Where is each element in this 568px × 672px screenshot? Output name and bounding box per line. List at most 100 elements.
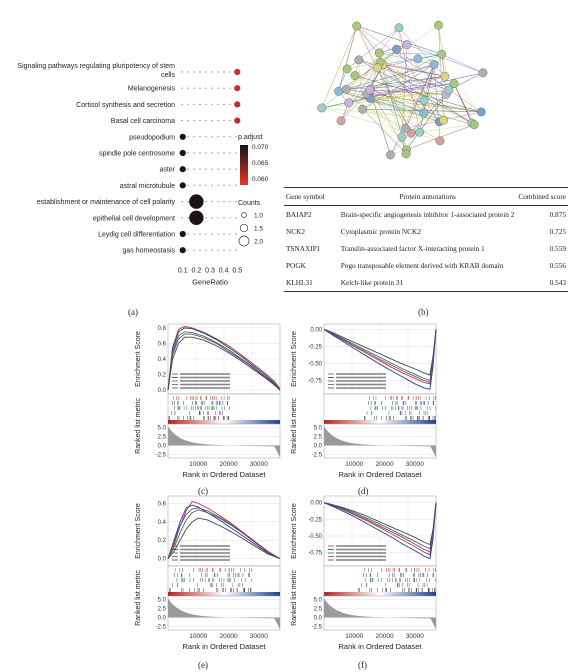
- network-node: [449, 79, 459, 88]
- grid-dot: [217, 184, 219, 187]
- network-edge: [345, 89, 407, 155]
- grid-dot: [199, 119, 201, 122]
- x-tick-label: 10000: [189, 461, 207, 468]
- network-node: [401, 123, 410, 133]
- data-dot: [179, 182, 186, 189]
- x-tick-label: 20000: [376, 461, 394, 468]
- network-edge: [370, 94, 447, 99]
- legend-text-line: [336, 559, 386, 561]
- network-edge: [362, 76, 445, 110]
- metric-y-tick-label: 0.0: [314, 615, 323, 621]
- grid-dot: [229, 200, 231, 203]
- network-edge: [347, 61, 381, 70]
- grid-dot: [223, 233, 225, 235]
- grid-dot: [193, 103, 195, 106]
- panel-b-letter: (b): [418, 307, 429, 317]
- grid-dot: [193, 184, 195, 187]
- grid-dot: [205, 233, 207, 235]
- metric-area: [168, 426, 280, 458]
- es-curve: [323, 329, 437, 390]
- y-tick-label: -0.50: [308, 534, 322, 540]
- grid-dot: [199, 152, 201, 154]
- cell-gene-symbol: TSNAXIP1: [286, 244, 321, 253]
- y-tick-label: 0.0: [158, 388, 167, 394]
- grid-dot: [235, 217, 237, 219]
- panel-c-letter: (c): [198, 486, 208, 496]
- grid-dot: [223, 136, 225, 138]
- cell-combined-score: 0.875: [549, 210, 566, 219]
- cell-gene-symbol: KLHL31: [284, 274, 339, 292]
- ppi-network-image: [317, 20, 488, 160]
- gsea-plot-e: 0.6 0.4 0.2 0.0 Enrichment Score 5.0 2.5 0.0 -2.…: [135, 495, 281, 651]
- x-tick-label: 0.1: [178, 267, 188, 274]
- network-edge: [453, 83, 482, 113]
- network-edge: [321, 25, 357, 109]
- es-curve: [323, 502, 437, 560]
- legend-color-tick: 0.070: [252, 144, 269, 151]
- es-curve: [323, 502, 437, 546]
- legend-text-line: [336, 552, 386, 554]
- grid-dot: [235, 200, 237, 203]
- legend-text-line: [180, 373, 230, 375]
- legend-size-title: Counts: [238, 200, 261, 207]
- metric-area: [324, 426, 436, 458]
- gsea-plot-d: 0.00 -0.25 -0.50 -0.75 Enrichment Score 5.0 2.…: [291, 323, 437, 479]
- network-edge: [338, 25, 357, 92]
- grid-dot: [229, 71, 231, 73]
- grid-dot: [205, 136, 207, 138]
- rank-color-strip: [168, 592, 280, 596]
- grid-dot: [229, 87, 231, 89]
- term-label: aster: [159, 167, 175, 174]
- grid-dot: [181, 103, 183, 106]
- network-edge: [423, 94, 447, 114]
- grid-dot: [193, 152, 195, 154]
- cell-protein-annotation: Kelch-like protein 31: [338, 274, 517, 292]
- network-edge: [453, 83, 475, 125]
- grid-dot: [211, 233, 213, 235]
- metric-y-tick-label: 0.0: [158, 443, 167, 449]
- x-tick-label: 20000: [220, 633, 238, 640]
- data-dot: [189, 194, 204, 209]
- x-tick-label: 30000: [250, 633, 268, 640]
- data-dot: [234, 68, 241, 76]
- network-node: [386, 150, 395, 160]
- es-curve: [323, 329, 437, 376]
- network-node: [336, 116, 346, 126]
- y-tick-label: -0.25: [308, 344, 322, 350]
- y-axis-label-metric: Ranked list metric: [291, 398, 298, 454]
- grid-dot: [199, 71, 201, 73]
- grid-dot: [211, 87, 213, 89]
- table-row: POGK Pogo transposable element derived wi…: [284, 257, 568, 274]
- grid-dot: [211, 184, 213, 187]
- cell-protein-annotation: Translin-associated factor X-interacting…: [340, 244, 485, 253]
- grid-dot: [211, 200, 213, 203]
- cell-gene-symbol: POGK: [286, 261, 306, 270]
- data-dot: [179, 247, 186, 254]
- legend-text-line: [180, 559, 230, 561]
- x-tick-label: 30000: [406, 633, 424, 640]
- header-gene-symbol: Gene symbol: [284, 187, 339, 206]
- network-node: [402, 40, 412, 50]
- y-axis-label-metric: Ranked list metric: [135, 570, 142, 626]
- network-edge: [356, 25, 378, 68]
- metric-y-tick-label: 2.5: [158, 607, 167, 613]
- network-edge: [441, 54, 484, 74]
- es-curve: [323, 329, 437, 384]
- grid-dot: [229, 168, 231, 170]
- table-row: BAIAP2 Brain-specific angiogenesis inhibi…: [284, 206, 568, 224]
- network-edge: [390, 132, 412, 156]
- hits-panel: [323, 393, 437, 425]
- grid-dot: [223, 200, 225, 203]
- network-node: [444, 85, 454, 95]
- grid-dot: [181, 119, 183, 122]
- data-dot: [234, 101, 241, 108]
- table-row: NCK2 Cytoplasmic protein NCK2 0.725: [284, 223, 568, 240]
- header-protein-annotations: Protein annotations: [338, 187, 517, 206]
- x-axis-label: Rank in Ordered Dataset: [339, 470, 423, 479]
- grid-dot: [187, 136, 189, 138]
- grid-dot: [181, 71, 183, 73]
- term-label: gas homeostasis: [122, 248, 175, 255]
- grid-dot: [181, 87, 183, 89]
- term-label: epithelial cell development: [93, 215, 175, 222]
- metric-y-tick-label: -2.5: [156, 452, 167, 458]
